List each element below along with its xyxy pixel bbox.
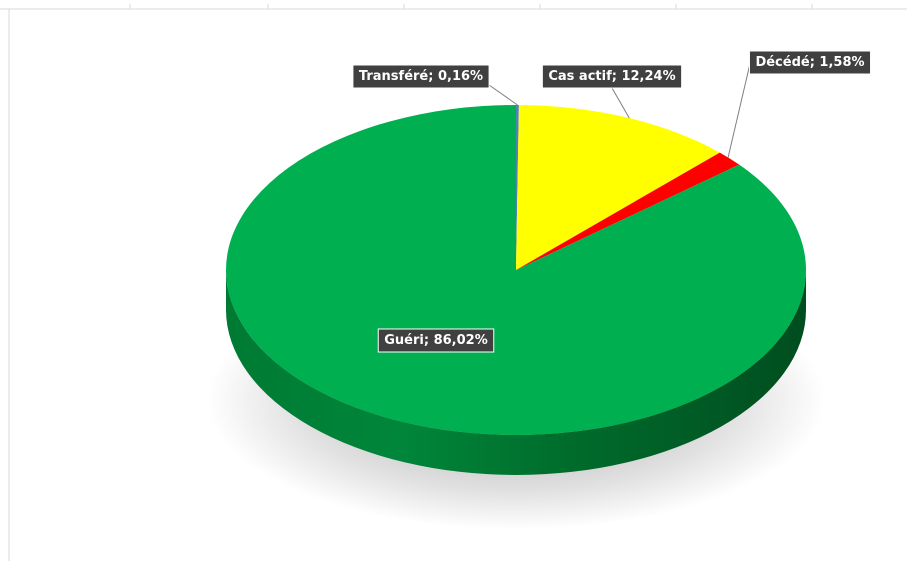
data-label-gu-ri: Guéri; 86,02%: [377, 328, 495, 353]
pie-side-wall: [226, 270, 806, 475]
leader-line-d-c-d-: [727, 65, 750, 158]
chart-area-frame: [0, 4, 907, 561]
data-label-text: Guéri; 86,02%: [384, 333, 487, 348]
data-label-cas-actif: Cas actif; 12,24%: [541, 64, 683, 89]
data-label-text: Cas actif; 12,24%: [548, 69, 675, 84]
data-label-text: Transféré; 0,16%: [359, 69, 483, 84]
pie-slices: [226, 105, 806, 435]
leader-line-transf-r-: [488, 84, 518, 106]
data-label-box: [377, 328, 495, 353]
data-label-box: [352, 64, 490, 89]
data-labels: Transféré; 0,16% Cas actif; 12,24% Décédé;…: [352, 50, 872, 353]
data-label-transf-r-: Transféré; 0,16%: [352, 64, 490, 89]
data-label-box: [748, 50, 872, 75]
pie-slice-d-c-d-: [516, 152, 740, 270]
data-label-box: [541, 64, 683, 89]
pie-slice-gu-ri: [226, 105, 806, 435]
data-label-text: Décédé; 1,58%: [755, 55, 864, 70]
leader-line-cas-actif: [611, 87, 630, 119]
leader-lines: [488, 65, 750, 158]
pie-slice-transf-r-: [516, 105, 519, 270]
data-label-d-c-d-: Décédé; 1,58%: [748, 50, 872, 75]
pie-slice-cas-actif: [516, 105, 720, 271]
